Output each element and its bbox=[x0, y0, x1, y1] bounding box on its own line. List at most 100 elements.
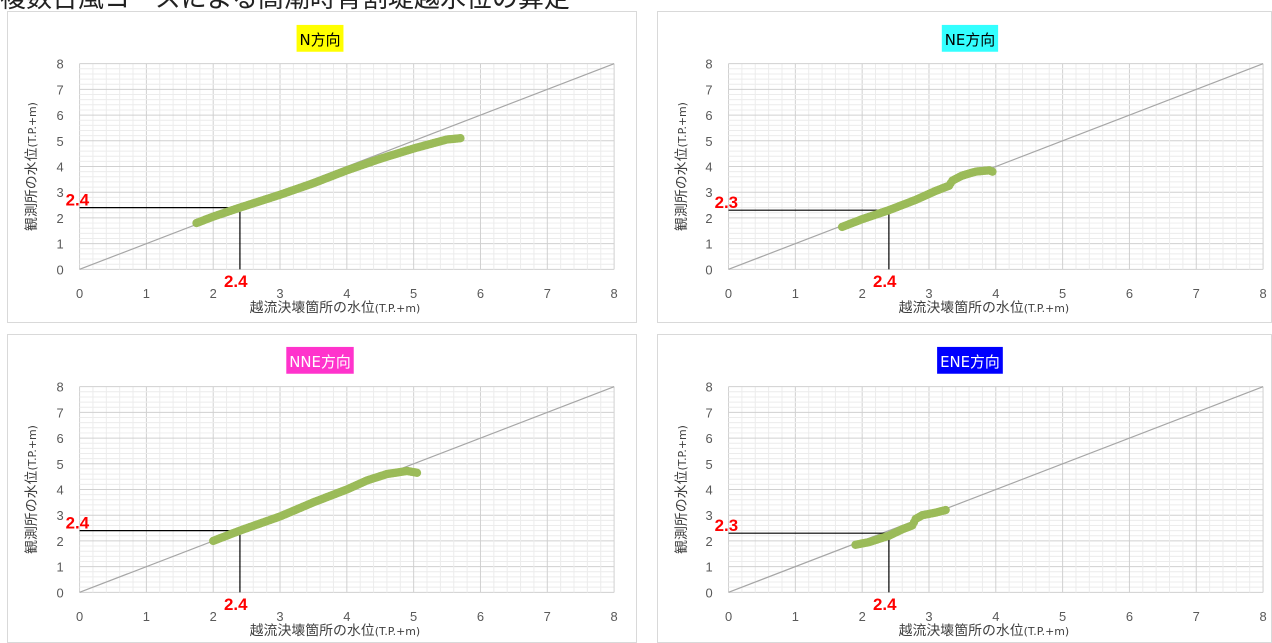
y-tick-label: 7 bbox=[56, 405, 63, 420]
y-tick-label: 3 bbox=[56, 185, 63, 200]
x-tick-label: 7 bbox=[544, 609, 551, 624]
chart-title-group: NE方向 bbox=[941, 24, 999, 52]
x-tick-label: 6 bbox=[477, 286, 484, 301]
data-point bbox=[456, 134, 465, 143]
x-tick-label: 3 bbox=[276, 286, 283, 301]
x-tick-label: 2 bbox=[859, 286, 866, 301]
y-tick-label: 2 bbox=[56, 534, 63, 549]
y-tick-label: 3 bbox=[705, 185, 712, 200]
annotation-y-value: 2.3 bbox=[715, 516, 738, 535]
y-tick-label: 6 bbox=[56, 431, 63, 446]
y-tick-label: 4 bbox=[705, 482, 712, 497]
x-tick-label: 2 bbox=[210, 609, 217, 624]
x-tick-label: 4 bbox=[343, 286, 350, 301]
y-tick-label: 5 bbox=[705, 457, 712, 472]
x-tick-label: 6 bbox=[477, 609, 484, 624]
y-tick-label: 8 bbox=[705, 57, 712, 72]
x-tick-label: 4 bbox=[343, 609, 350, 624]
annotation-x-value: 2.4 bbox=[873, 595, 897, 614]
chart-title-highlight bbox=[296, 24, 344, 52]
chart-svg: 0 1 2 3 4 5 6 7 80123456782.42.4越流決壊箇所の水位(T.P.+m… bbox=[23, 24, 618, 316]
reference-line bbox=[728, 63, 1264, 270]
chart-title: NE方向 bbox=[945, 31, 995, 49]
y-tick-label: 4 bbox=[56, 482, 63, 497]
x-tick-label: 1 bbox=[143, 609, 150, 624]
x-tick-label: 8 bbox=[611, 609, 618, 624]
x-tick-label: 3 bbox=[276, 609, 283, 624]
y-tick-label: 4 bbox=[56, 159, 63, 174]
annotation-x-value: 2.4 bbox=[224, 595, 248, 614]
chart-panel-nne: 0 1 2 3 4 5 6 7 8 0 1 2 3 4 5 6 7 8 2.4 2.4 越流決壊箇所の水位(T.P.+m… bbox=[7, 334, 637, 643]
x-tick-label: 7 bbox=[1193, 286, 1200, 301]
x-tick-label: 3 bbox=[925, 286, 932, 301]
annotation-x-value: 2.4 bbox=[873, 272, 897, 291]
x-tick-label: 4 bbox=[992, 609, 999, 624]
x-tick-label: 4 bbox=[992, 286, 999, 301]
x-tick-label: 7 bbox=[544, 286, 551, 301]
y-tick-label: 1 bbox=[56, 560, 63, 575]
page-title: 複数台風コースによる高潮時背割堤越水位の算定 bbox=[0, 0, 570, 12]
annotation-y-value: 2.4 bbox=[66, 191, 90, 210]
x-tick-label: 0 bbox=[725, 609, 732, 624]
x-tick-label: 5 bbox=[1059, 286, 1066, 301]
x-axis-label: 越流決壊箇所の水位(T.P.+m) bbox=[250, 299, 421, 316]
annotation-y-value: 2.3 bbox=[715, 193, 738, 212]
x-tick-label: 5 bbox=[410, 286, 417, 301]
x-tick-label: 6 bbox=[1126, 609, 1133, 624]
chart-title-highlight bbox=[937, 346, 1003, 374]
y-tick-label: 7 bbox=[56, 82, 63, 97]
y-axis-label: 観測所の水位(T.P.+m) bbox=[23, 425, 40, 554]
x-tick-label: 3 bbox=[925, 609, 932, 624]
x-axis-label: 越流決壊箇所の水位(T.P.+m) bbox=[899, 622, 1069, 639]
data-point bbox=[412, 468, 422, 477]
y-tick-label: 0 bbox=[705, 585, 712, 600]
x-tick-label: 6 bbox=[1126, 286, 1133, 301]
chart-svg: 0 1 2 3 4 5 6 7 8 0 1 2 3 4 5 6 7 8 2.3 2.4越流決壊箇所の水位(T.P.+m… bbox=[673, 24, 1267, 316]
y-tick-label: 6 bbox=[705, 108, 712, 123]
chart-title-highlight bbox=[941, 24, 999, 52]
y-tick-label: 6 bbox=[705, 431, 712, 446]
y-tick-label: 2 bbox=[56, 211, 63, 226]
x-tick-label: 2 bbox=[210, 286, 217, 301]
y-tick-label: 2 bbox=[705, 211, 712, 226]
data-point bbox=[988, 167, 997, 176]
x-tick-label: 7 bbox=[1193, 609, 1200, 624]
x-tick-label: 0 bbox=[725, 286, 732, 301]
y-axis-label: 観測所の水位(T.P.+m) bbox=[673, 102, 690, 231]
x-tick-label: 0 bbox=[76, 286, 83, 301]
x-tick-label: 8 bbox=[1259, 609, 1266, 624]
y-tick-label: 5 bbox=[56, 134, 63, 149]
y-tick-label: 3 bbox=[56, 508, 63, 523]
y-tick-label: 5 bbox=[705, 134, 712, 149]
y-axis-label: 観測所の水位(T.P.+m) bbox=[673, 425, 690, 554]
chart-panel-n: 0 1 2 3 4 5 6 7 8 0 1 2 3 4 5 6 7 8 2.4 2.4 越流決壊箇所の水位(T.P.+m… bbox=[7, 11, 637, 323]
x-tick-label: 2 bbox=[859, 609, 866, 624]
x-tick-label: 8 bbox=[611, 286, 618, 301]
x-tick-label: 8 bbox=[1259, 286, 1266, 301]
x-tick-label: 1 bbox=[792, 286, 799, 301]
y-tick-label: 0 bbox=[56, 262, 63, 277]
chart-title-highlight bbox=[286, 346, 354, 374]
annotation-x-value: 2.4 bbox=[224, 272, 248, 291]
chart-panel-ne: 0 1 2 3 4 5 6 7 8 0 1 2 3 4 5 6 7 8 2.3 2.4 越流決壊箇所の水位(T.P.+m… bbox=[657, 11, 1272, 323]
x-axis-label: 越流決壊箇所の水位(T.P.+m) bbox=[250, 622, 420, 639]
y-tick-label: 2 bbox=[705, 534, 712, 549]
x-tick-label: 5 bbox=[1059, 609, 1066, 624]
y-tick-label: 5 bbox=[56, 457, 63, 472]
chart-svg: 0 1 2 3 4 5 6 7 8 0 1 2 3 4 5 6 7 8 2.3 2.4越流決壊箇所の水位(T.P.+m… bbox=[673, 346, 1267, 639]
chart-title: NNE方向 bbox=[289, 353, 350, 371]
y-axis-label: 観測所の水位(T.P.+m) bbox=[23, 102, 40, 231]
y-tick-label: 7 bbox=[705, 405, 712, 420]
reference-line bbox=[728, 386, 1264, 593]
y-tick-label: 1 bbox=[56, 237, 63, 252]
y-tick-label: 6 bbox=[56, 108, 63, 123]
x-tick-label: 0 bbox=[76, 609, 83, 624]
y-tick-label: 8 bbox=[56, 57, 63, 72]
chart-title: ENE方向 bbox=[940, 353, 1000, 371]
x-tick-label: 1 bbox=[143, 286, 150, 301]
chart-title-group: ENE方向 bbox=[937, 346, 1003, 374]
y-tick-label: 8 bbox=[56, 380, 63, 395]
y-tick-label: 4 bbox=[705, 159, 712, 174]
y-tick-label: 1 bbox=[705, 560, 712, 575]
y-tick-label: 7 bbox=[705, 82, 712, 97]
